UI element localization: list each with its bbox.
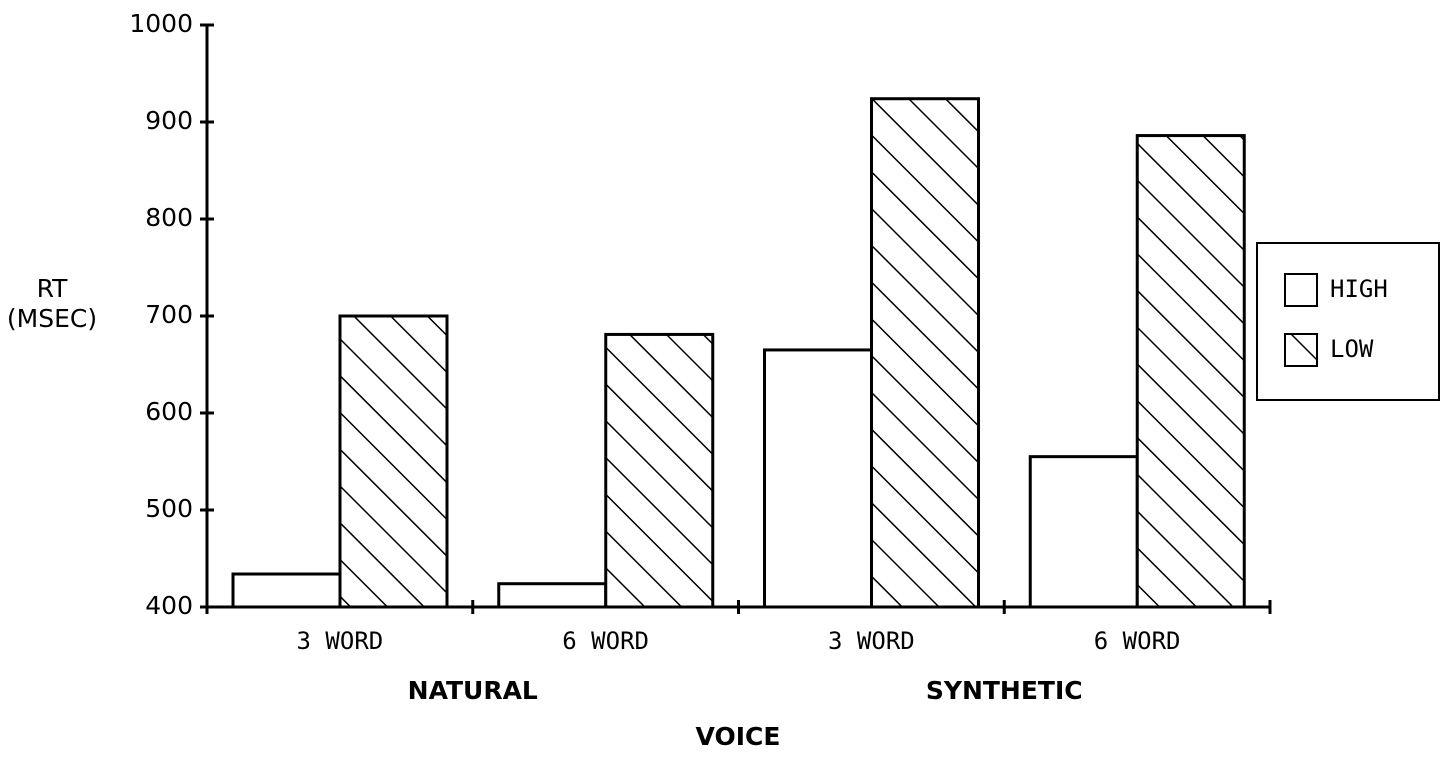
- legend-label: HIGH: [1330, 275, 1388, 303]
- y-tick-label: 1000: [129, 9, 193, 38]
- legend-box: [1256, 242, 1440, 401]
- legend-swatch: [1284, 333, 1318, 367]
- group-label: SYNTHETIC: [926, 676, 1083, 705]
- y-tick-label: 500: [145, 494, 193, 523]
- y-tick-label: 800: [145, 203, 193, 232]
- x-axis-label: VOICE: [696, 722, 781, 751]
- bar: [1028, 455, 1139, 609]
- x-tick-label: 6 WORD: [1094, 627, 1181, 655]
- bar: [870, 97, 980, 609]
- legend-swatch: [1284, 273, 1318, 307]
- bar: [604, 332, 715, 609]
- y-tick-label: 900: [145, 106, 193, 135]
- bar: [338, 314, 449, 609]
- x-tick-label: 3 WORD: [828, 627, 915, 655]
- bar: [497, 582, 608, 609]
- y-tick-label: 600: [145, 397, 193, 426]
- bar: [763, 348, 873, 609]
- group-label: NATURAL: [408, 676, 538, 705]
- x-tick-label: 6 WORD: [562, 627, 649, 655]
- legend-label: LOW: [1330, 335, 1374, 363]
- y-tick-label: 700: [145, 300, 193, 329]
- y-tick-label: 400: [145, 591, 193, 620]
- bar: [1135, 134, 1246, 609]
- bar: [231, 572, 342, 609]
- y-axis-label: (MSEC): [7, 304, 97, 333]
- x-tick-label: 3 WORD: [297, 627, 384, 655]
- y-axis-label: RT: [37, 274, 69, 303]
